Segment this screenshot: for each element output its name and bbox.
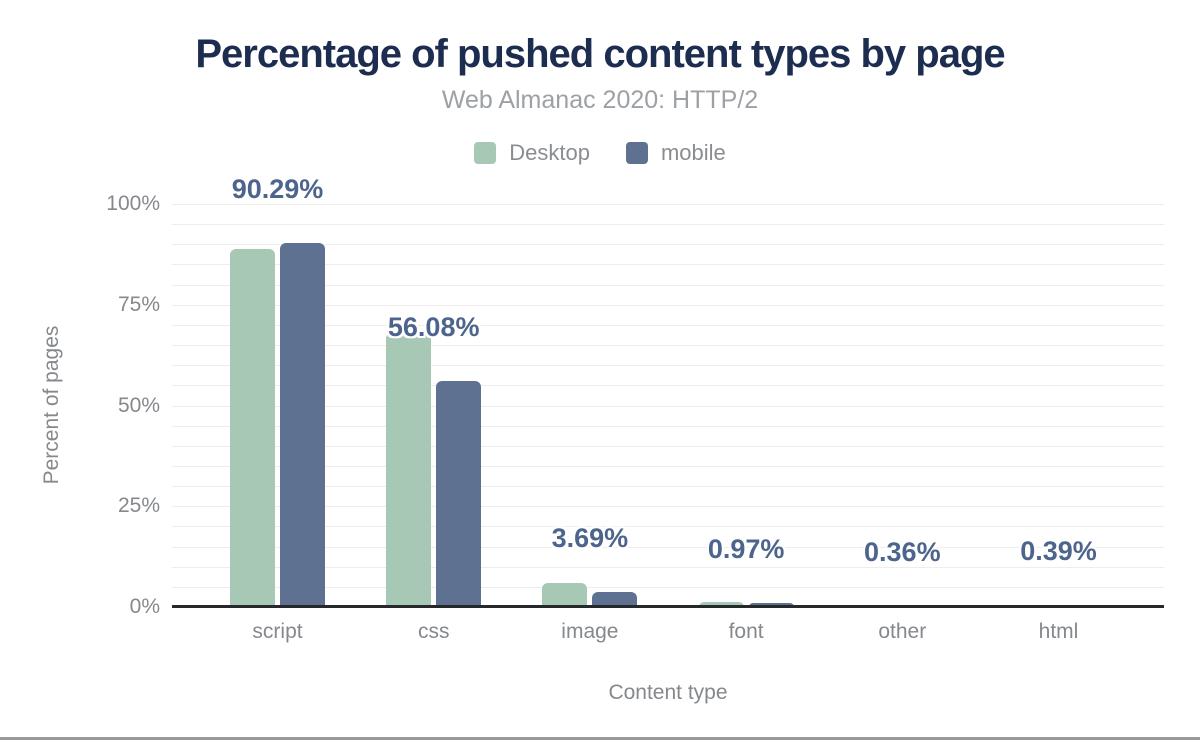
gridline-15	[172, 546, 1164, 548]
bar-mobile-image[interactable]	[592, 592, 638, 607]
legend-label-desktop: Desktop	[509, 140, 590, 165]
legend-item-desktop: Desktop	[474, 140, 590, 166]
x-tick-image: image	[561, 620, 619, 643]
legend-swatch-mobile	[625, 142, 648, 164]
y-tick-100%: 100%	[106, 192, 160, 215]
x-axis-line	[172, 605, 1164, 608]
gridline-30	[172, 486, 1164, 488]
gridline-40	[172, 445, 1164, 447]
gridline-55	[172, 385, 1164, 387]
bar-desktop-script[interactable]	[230, 248, 275, 607]
gridline-45	[172, 425, 1164, 427]
x-tick-html: html	[1038, 620, 1079, 643]
legend-label-mobile: mobile	[660, 140, 726, 165]
legend-swatch-desktop	[474, 142, 497, 164]
y-tick-50%: 50%	[117, 393, 160, 417]
gridline-70	[172, 324, 1164, 326]
chart-subtitle: Web Almanac 2020: HTTP/2	[441, 86, 759, 114]
value-label-image: 3.69%	[551, 523, 629, 554]
bar-mobile-script[interactable]	[280, 243, 325, 607]
plot-area: 90.29% 56.08% 3.69% 0.97% 0.36% 0.39%	[172, 176, 1164, 608]
legend-item-mobile: mobile	[625, 140, 726, 166]
value-label-font: 0.97%	[707, 534, 785, 565]
x-tick-font: font	[728, 620, 764, 643]
gridline-65	[172, 345, 1164, 347]
gridline-5	[172, 586, 1164, 588]
bar-desktop-font[interactable]	[698, 602, 744, 607]
chart-title: Percentage of pushed content types by pa…	[195, 32, 1005, 76]
gridline-95	[172, 224, 1164, 226]
legend: Desktop mobile	[0, 140, 1200, 166]
gridline-20	[172, 526, 1164, 528]
figure-bottom-rule	[0, 737, 1200, 740]
value-label-other: 0.36%	[864, 536, 941, 567]
value-label-css: 56.08%	[387, 312, 480, 342]
gridline-25	[172, 506, 1164, 508]
gridline-85	[172, 264, 1164, 266]
gridline-100	[172, 204, 1164, 205]
value-label-script: 90.29%	[231, 174, 324, 205]
gridline-90	[172, 244, 1164, 246]
bar-mobile-css[interactable]	[436, 381, 482, 607]
gridline-10	[172, 566, 1164, 568]
y-tick-25%: 25%	[117, 494, 160, 518]
y-tick-0%: 0%	[129, 595, 160, 618]
x-tick-css: css	[417, 620, 450, 643]
bar-desktop-css[interactable]	[386, 332, 432, 607]
gridline-50	[172, 405, 1164, 407]
y-tick-75%: 75%	[117, 292, 160, 316]
gridline-35	[172, 465, 1164, 467]
x-tick-other: other	[878, 620, 927, 643]
gridline-60	[172, 365, 1164, 367]
bar-desktop-image[interactable]	[542, 583, 588, 607]
gridline-80	[172, 284, 1164, 286]
x-axis-title: Content type	[608, 681, 728, 704]
gridline-75	[172, 304, 1164, 306]
value-label-html: 0.39%	[1020, 536, 1097, 567]
x-tick-script: script	[252, 620, 303, 643]
